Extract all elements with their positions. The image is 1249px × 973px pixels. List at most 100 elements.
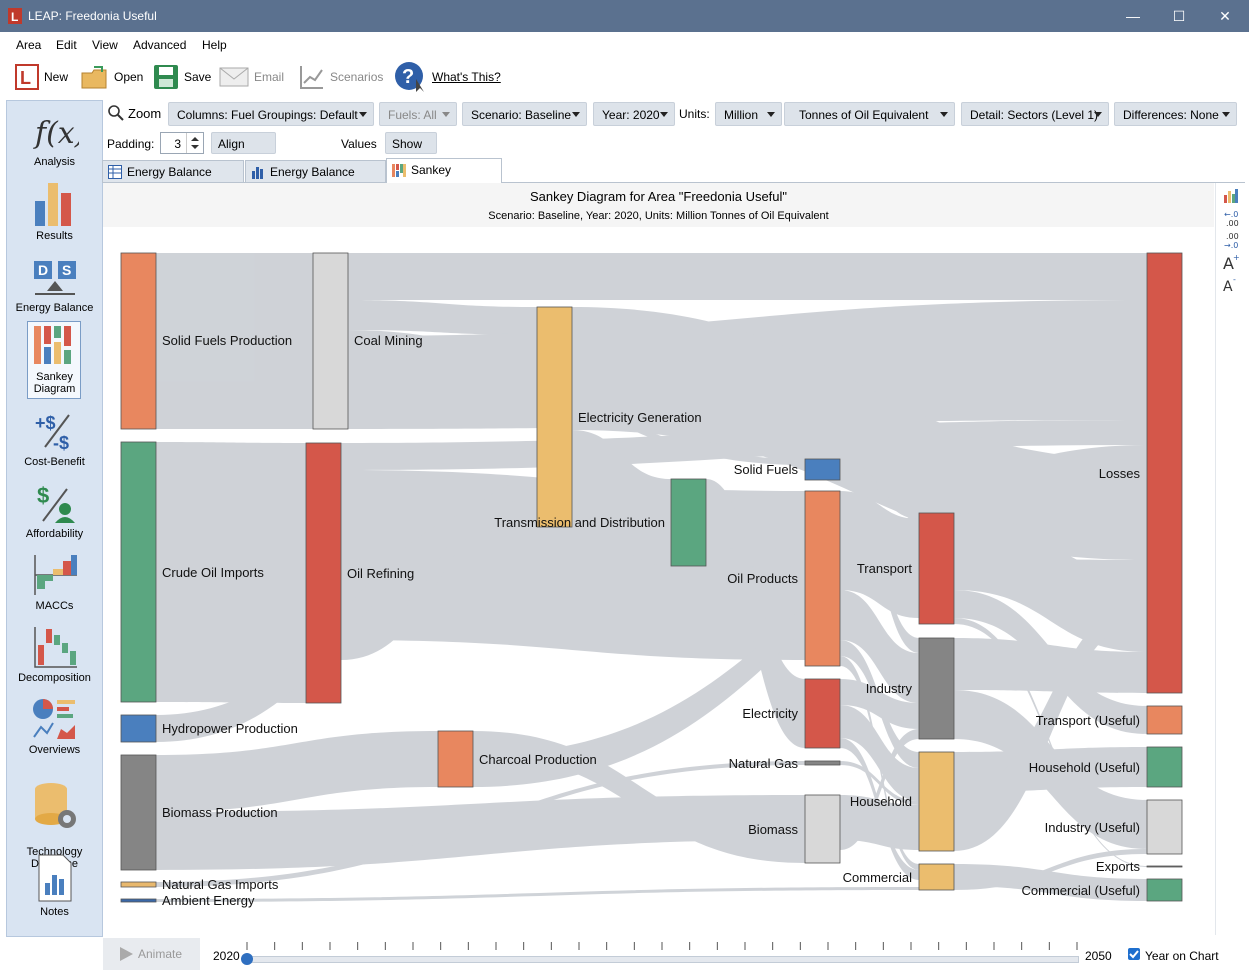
palette-icon[interactable] (1224, 189, 1238, 203)
sidebar-item-affordability[interactable]: $ Affordability (7, 481, 102, 540)
menu-area[interactable]: Area (16, 38, 42, 52)
year-dropdown[interactable]: Year: 2020 (593, 102, 675, 126)
increase-decimals-icon[interactable]: .00→.0 (1220, 231, 1240, 249)
sankey-node-bar[interactable] (804, 678, 841, 749)
align-final-demands-button[interactable]: Align Final Demands (211, 132, 277, 195)
open-button[interactable]: Open (80, 62, 143, 92)
menu-advanced[interactable]: Advanced (133, 38, 187, 52)
flow-link[interactable] (341, 480, 537, 660)
flow-link[interactable] (840, 705, 919, 801)
flow-link[interactable] (840, 590, 919, 703)
flow-link[interactable] (840, 729, 919, 850)
flow-link[interactable] (954, 864, 1147, 901)
flow-link[interactable] (156, 731, 438, 812)
sidebar-item-sankey[interactable] (27, 321, 81, 399)
save-button[interactable]: Save (152, 62, 211, 92)
sankey-node-bar[interactable] (120, 881, 157, 888)
year-slider-thumb[interactable] (241, 953, 253, 965)
sankey-node-bar[interactable] (120, 441, 157, 703)
tab-energy-balance-table[interactable]: Energy Balance Table (102, 160, 244, 201)
sidebar-item-overviews[interactable]: Overviews (7, 697, 102, 756)
increase-font-icon[interactable]: A + (1222, 253, 1240, 271)
sankey-node-bar[interactable] (305, 442, 342, 704)
sankey-node-bar[interactable] (1146, 705, 1183, 735)
sankey-node-bar[interactable] (918, 863, 955, 891)
sankey-node-bar[interactable] (312, 252, 349, 430)
sankey-node-bar[interactable] (1146, 252, 1183, 694)
menu-help[interactable]: Help (202, 38, 227, 52)
flow-link[interactable] (840, 679, 919, 729)
whats-this-button[interactable]: ? What's This? (394, 62, 501, 92)
email-button[interactable]: Email (218, 62, 284, 92)
sankey-diagram[interactable]: Solid Fuels Production Crude Oil Imports H… (103, 227, 1214, 935)
flow-link[interactable] (156, 500, 537, 742)
sankey-node-bar[interactable] (918, 512, 955, 625)
differences-dropdown[interactable]: Differences: None (1114, 102, 1237, 126)
year-on-chart-checkbox[interactable] (1128, 948, 1140, 960)
sankey-node-bar[interactable] (120, 714, 157, 743)
sidebar-item-cost-benefit[interactable]: +$ -$ Cost-Benefit (7, 409, 102, 468)
flow-link[interactable] (572, 307, 1147, 560)
flow-link[interactable] (840, 459, 919, 519)
decrease-decimals-icon[interactable]: ←.0.00 (1220, 209, 1240, 227)
flow-link[interactable] (840, 491, 919, 618)
detail-dropdown[interactable]: Detail: Sectors (Level 1) (961, 102, 1109, 126)
show-useful-energy-button[interactable]: Show Useful Energy (385, 132, 438, 195)
flow-link[interactable] (156, 761, 805, 887)
sankey-node-bar[interactable] (120, 252, 157, 430)
units-dropdown[interactable]: Tonnes of Oil Equivalent (784, 102, 955, 126)
decrease-font-icon[interactable]: A- (1222, 275, 1240, 293)
scenarios-button[interactable]: Scenarios (298, 62, 383, 92)
sankey-node-bar[interactable] (120, 898, 157, 903)
sankey-node-bar[interactable] (918, 751, 955, 852)
zoom-button[interactable]: Zoom (108, 105, 161, 121)
flow-link[interactable] (156, 442, 306, 703)
flow-link[interactable] (954, 513, 1147, 652)
close-icon[interactable]: ✕ (1219, 8, 1231, 24)
tab-energy-balance-chart[interactable]: Energy Balance Chart (245, 160, 386, 201)
values-button[interactable]: Values (334, 132, 384, 154)
padding-stepper[interactable]: 3 (160, 132, 204, 154)
sankey-node-bar[interactable] (670, 478, 707, 567)
menu-edit[interactable]: Edit (56, 38, 77, 52)
sankey-node-bar[interactable] (437, 730, 474, 788)
sidebar-item-decomposition[interactable]: Decomposition (7, 625, 102, 684)
animate-button[interactable]: Animate (103, 938, 200, 970)
flow-link[interactable] (954, 618, 1147, 867)
sankey-node-bar[interactable] (804, 458, 841, 481)
sidebar-item-maccs[interactable]: MACCs (7, 553, 102, 612)
sankey-node-bar[interactable] (120, 754, 157, 871)
menu-view[interactable]: View (92, 38, 118, 52)
flow-link[interactable] (156, 795, 805, 870)
flow-link[interactable] (706, 479, 805, 748)
sankey-node-bar[interactable] (804, 760, 841, 766)
sankey-node-bar[interactable] (1146, 799, 1183, 855)
sankey-node-bar[interactable] (1146, 865, 1183, 868)
flow-link[interactable] (572, 430, 671, 566)
flow-link[interactable] (954, 849, 1147, 890)
sankey-node-bar[interactable] (536, 306, 573, 528)
stepper-arrows[interactable] (186, 133, 203, 153)
flow-link[interactable] (156, 253, 313, 429)
sidebar-item-analysis[interactable]: f(x) Analysis (7, 113, 102, 168)
flow-link[interactable] (954, 600, 1147, 851)
maximize-icon[interactable]: ☐ (1172, 8, 1186, 24)
flow-link[interactable] (954, 638, 1147, 693)
sidebar-item-results[interactable]: Results (7, 181, 102, 242)
sankey-node-bar[interactable] (918, 637, 955, 740)
fuels-dropdown[interactable]: Fuels: All (379, 102, 457, 126)
sankey-node-bar[interactable] (1146, 878, 1183, 902)
flow-link[interactable] (156, 887, 919, 902)
units-scale-dropdown[interactable]: Million (715, 102, 782, 126)
flow-link[interactable] (348, 253, 1147, 300)
columns-dropdown[interactable]: Columns: Fuel Groupings: Default (168, 102, 374, 126)
new-button[interactable]: L New (14, 62, 68, 92)
sankey-node-bar[interactable] (804, 794, 841, 864)
sankey-node-bar[interactable] (1146, 746, 1183, 788)
scenario-dropdown[interactable]: Scenario: Baseline (462, 102, 587, 126)
flow-link[interactable] (840, 761, 919, 805)
sidebar-item-notes[interactable]: Notes (7, 853, 102, 918)
flow-link[interactable] (348, 300, 537, 335)
minimize-icon[interactable]: — (1126, 8, 1140, 24)
